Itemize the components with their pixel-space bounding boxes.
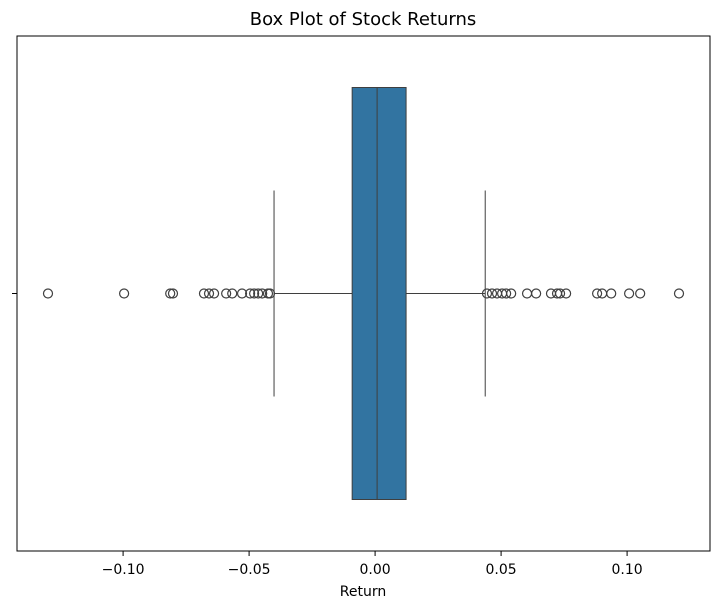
x-axis-label: Return [340, 584, 386, 600]
outlier [486, 288, 498, 299]
x-tick-label: 0.00 [360, 562, 391, 578]
outlier [561, 288, 572, 299]
outlier [165, 288, 176, 299]
outlier [236, 288, 248, 299]
outlier [506, 288, 517, 299]
chart-title: Box Plot of Stock Returns [250, 9, 477, 30]
outlier [531, 288, 542, 299]
x-tick-label: −0.10 [102, 562, 145, 578]
outlier [592, 288, 603, 299]
outlier [606, 288, 617, 299]
outlier [257, 288, 268, 299]
outlier [635, 288, 646, 299]
box [351, 87, 407, 500]
outlier [554, 288, 566, 299]
outlier [262, 288, 274, 299]
x-tick-label: 0.05 [486, 562, 517, 578]
outlier [253, 288, 264, 299]
outlier [501, 288, 512, 299]
outlier [481, 288, 493, 299]
outlier [198, 288, 210, 299]
outlier [521, 288, 533, 299]
outlier [249, 288, 260, 299]
outlier [624, 288, 635, 299]
x-tick-label: −0.05 [228, 562, 271, 578]
outlier [118, 288, 130, 299]
outlier [673, 288, 685, 299]
outlier [208, 288, 220, 299]
outlier [245, 288, 256, 299]
x-tick-label: 0.10 [612, 562, 643, 578]
outlier [42, 288, 54, 299]
outlier [203, 288, 215, 299]
outlier [227, 288, 238, 299]
outlier [167, 288, 179, 299]
outlier [264, 288, 276, 299]
outlier [221, 288, 232, 299]
